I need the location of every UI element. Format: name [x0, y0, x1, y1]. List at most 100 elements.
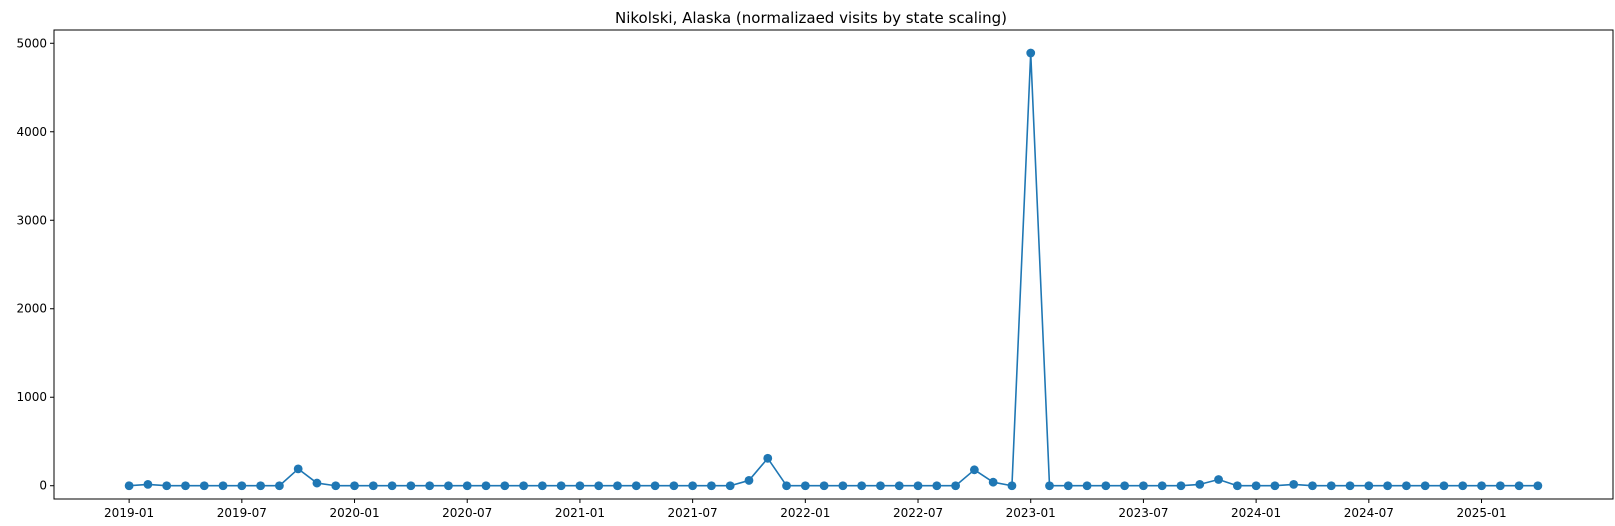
- x-tick-label: 2022-01: [780, 506, 830, 520]
- data-point: [1157, 481, 1167, 491]
- x-tick-label: 2021-01: [555, 506, 605, 520]
- data-point: [650, 481, 660, 491]
- x-tick-label: 2024-07: [1344, 506, 1394, 520]
- data-point: [444, 481, 453, 491]
- data-point: [218, 481, 228, 491]
- data-point: [707, 481, 716, 491]
- series-line: [129, 52, 1538, 487]
- data-point: [1063, 481, 1073, 491]
- data-point: [406, 481, 416, 491]
- x-tick-label: 2021-07: [668, 506, 718, 520]
- data-point: [988, 477, 998, 487]
- data-point: [387, 481, 397, 491]
- data-point: [725, 481, 735, 491]
- data-point: [1120, 481, 1130, 491]
- data-point: [969, 465, 979, 475]
- data-point: [819, 481, 829, 491]
- data-point: [857, 481, 867, 491]
- x-tick-label: 2023-07: [1118, 506, 1168, 520]
- data-point: [1420, 481, 1430, 491]
- data-point: [951, 481, 960, 491]
- y-tick-label: 4000: [16, 125, 47, 139]
- axes: 2019-01 2019-07 2020-01 2020-07 2021-01 2021-…: [16, 36, 1506, 520]
- data-point: [368, 481, 378, 491]
- x-tick-label: 2025-01: [1456, 506, 1506, 520]
- data-point: [1045, 481, 1054, 491]
- data-point: [425, 481, 435, 491]
- data-point: [1401, 481, 1411, 491]
- data-point: [256, 481, 266, 491]
- data-point: [631, 481, 641, 491]
- data-point: [1195, 480, 1205, 489]
- data-point: [1007, 481, 1017, 491]
- data-point: [800, 481, 810, 491]
- data-point: [331, 481, 341, 491]
- data-point: [932, 481, 942, 491]
- data-point: [1308, 481, 1317, 491]
- data-point: [1270, 481, 1280, 491]
- x-tick-label: 2019-01: [104, 506, 154, 520]
- data-point: [1026, 48, 1036, 58]
- data-point: [275, 481, 284, 491]
- data-point: [1251, 481, 1261, 491]
- data-point: [1439, 481, 1449, 491]
- data-point: [124, 481, 134, 491]
- data-point: [669, 481, 679, 491]
- data-point: [312, 478, 322, 488]
- x-tick-label: 2023-01: [1006, 506, 1056, 520]
- data-point: [913, 481, 923, 491]
- data-point: [500, 481, 510, 491]
- data-point: [1289, 480, 1299, 489]
- data-point: [1477, 481, 1486, 491]
- data-point: [1176, 481, 1186, 491]
- y-tick-label: 3000: [16, 213, 47, 227]
- data-point: [838, 481, 848, 491]
- data-point: [613, 481, 622, 491]
- data-point: [688, 481, 698, 491]
- data-point: [1139, 481, 1148, 491]
- data-point: [1514, 481, 1524, 491]
- data-point: [894, 481, 904, 491]
- x-tick-label: 2024-01: [1231, 506, 1281, 520]
- y-tick-label: 1000: [16, 390, 47, 404]
- data-point: [519, 481, 528, 491]
- data-point: [181, 481, 190, 491]
- y-tick-label: 5000: [16, 36, 47, 50]
- series-layer: [124, 48, 1543, 491]
- data-point: [556, 481, 566, 491]
- data-point: [575, 481, 585, 491]
- data-point: [162, 481, 172, 491]
- data-point: [594, 481, 604, 491]
- x-tick-label: 2019-07: [217, 506, 267, 520]
- data-point: [537, 481, 547, 491]
- chart-title: Nikolski, Alaska (normalizaed visits by …: [615, 9, 1007, 27]
- data-point: [1214, 475, 1223, 484]
- data-point: [1458, 481, 1468, 491]
- x-tick-label: 2020-07: [442, 506, 492, 520]
- data-point: [1326, 481, 1336, 491]
- data-point: [237, 481, 247, 491]
- data-point: [1345, 481, 1355, 491]
- data-point: [744, 476, 754, 485]
- data-point: [1101, 481, 1111, 491]
- y-tick-label: 2000: [16, 302, 47, 316]
- data-point: [462, 481, 472, 491]
- data-point: [1232, 481, 1242, 491]
- data-point: [293, 464, 303, 474]
- data-point: [876, 481, 885, 491]
- data-point: [143, 480, 153, 489]
- data-point: [1082, 481, 1092, 491]
- plot-frame: [53, 29, 1614, 500]
- data-point: [782, 481, 791, 491]
- data-point: [1533, 481, 1543, 491]
- data-point: [1364, 481, 1374, 491]
- data-point: [1495, 481, 1505, 491]
- data-point: [481, 481, 491, 491]
- data-point: [1383, 481, 1392, 491]
- x-tick-label: 2020-01: [329, 506, 379, 520]
- data-point: [199, 481, 209, 491]
- y-tick-label: 0: [39, 479, 47, 493]
- data-point: [350, 481, 359, 491]
- data-point: [763, 453, 773, 463]
